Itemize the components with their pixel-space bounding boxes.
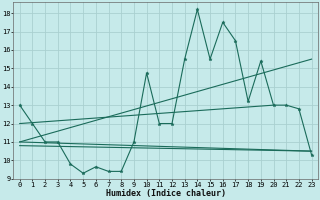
X-axis label: Humidex (Indice chaleur): Humidex (Indice chaleur) [106, 189, 226, 198]
